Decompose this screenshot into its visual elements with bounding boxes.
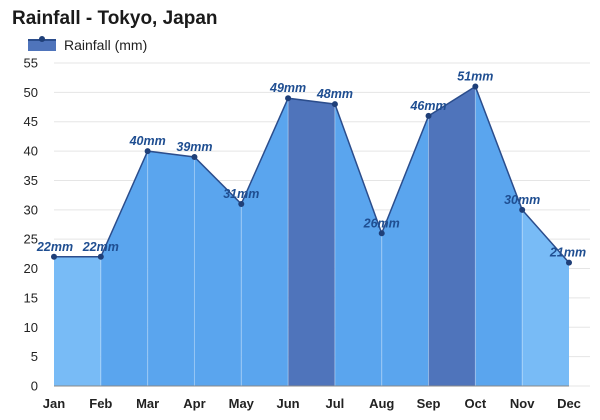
area-segment — [288, 98, 335, 387]
data-point — [191, 153, 198, 160]
y-tick-label: 40 — [24, 144, 38, 159]
y-tick-label: 15 — [24, 290, 38, 305]
y-tick-label: 35 — [24, 173, 38, 188]
area-segment — [381, 115, 429, 386]
data-label: 31mm — [223, 187, 259, 201]
data-point — [472, 83, 479, 90]
x-tick-label: Mar — [136, 396, 159, 411]
data-point — [331, 101, 338, 108]
data-point — [566, 259, 572, 266]
area-segment — [241, 98, 289, 387]
area-segment — [334, 104, 382, 386]
x-tick-label: Apr — [183, 396, 205, 411]
x-tick-label: May — [229, 396, 255, 411]
data-point — [51, 253, 57, 260]
data-label: 40mm — [129, 134, 166, 148]
x-tick-label: Jun — [277, 396, 300, 411]
data-label: 39mm — [176, 140, 212, 154]
data-label: 30mm — [504, 193, 540, 207]
data-point — [519, 206, 526, 213]
x-tick-label: Jul — [326, 396, 345, 411]
y-tick-label: 45 — [24, 114, 38, 129]
data-label: 46mm — [409, 99, 446, 113]
legend-swatch — [28, 36, 56, 51]
y-tick-label: 55 — [24, 56, 38, 71]
x-tick-label: Feb — [89, 396, 112, 411]
data-point — [378, 230, 385, 237]
y-tick-label: 30 — [24, 202, 38, 217]
data-point — [238, 200, 245, 207]
data-point — [285, 95, 292, 102]
area-segment — [147, 151, 195, 386]
y-tick-label: 0 — [31, 379, 38, 394]
legend-label: Rainfall (mm) — [64, 37, 148, 53]
x-tick-label: Dec — [557, 396, 581, 411]
y-tick-label: 50 — [24, 85, 38, 100]
data-label: 51mm — [457, 69, 493, 83]
x-tick-label: Sep — [417, 396, 441, 411]
y-tick-label: 20 — [24, 261, 38, 276]
series-line — [54, 85, 570, 264]
area-segment — [522, 209, 569, 386]
area-segment — [475, 86, 523, 386]
y-tick-label: 10 — [24, 320, 38, 335]
y-tick-label: 5 — [31, 349, 38, 364]
x-tick-label: Oct — [465, 396, 487, 411]
data-label: 22mm — [82, 240, 119, 254]
data-point — [425, 112, 432, 119]
data-label: 49mm — [269, 81, 306, 95]
chart-title: Rainfall - Tokyo, Japan — [12, 8, 218, 29]
x-tick-label: Nov — [510, 396, 535, 411]
area-segment — [194, 156, 242, 386]
legend: Rainfall (mm) — [28, 36, 148, 53]
data-point — [97, 253, 104, 260]
x-tick-label: Jan — [43, 396, 65, 411]
area-segment — [428, 86, 476, 386]
area-segment — [100, 151, 148, 386]
data-label: 21mm — [549, 246, 586, 260]
data-label: 48mm — [316, 87, 353, 101]
area-segment — [54, 256, 101, 386]
y-tick-label: 25 — [24, 232, 38, 247]
data-point — [144, 148, 151, 155]
x-tick-label: Aug — [369, 396, 394, 411]
data-label: 26mm — [363, 216, 400, 230]
data-label: 22mm — [36, 240, 73, 254]
